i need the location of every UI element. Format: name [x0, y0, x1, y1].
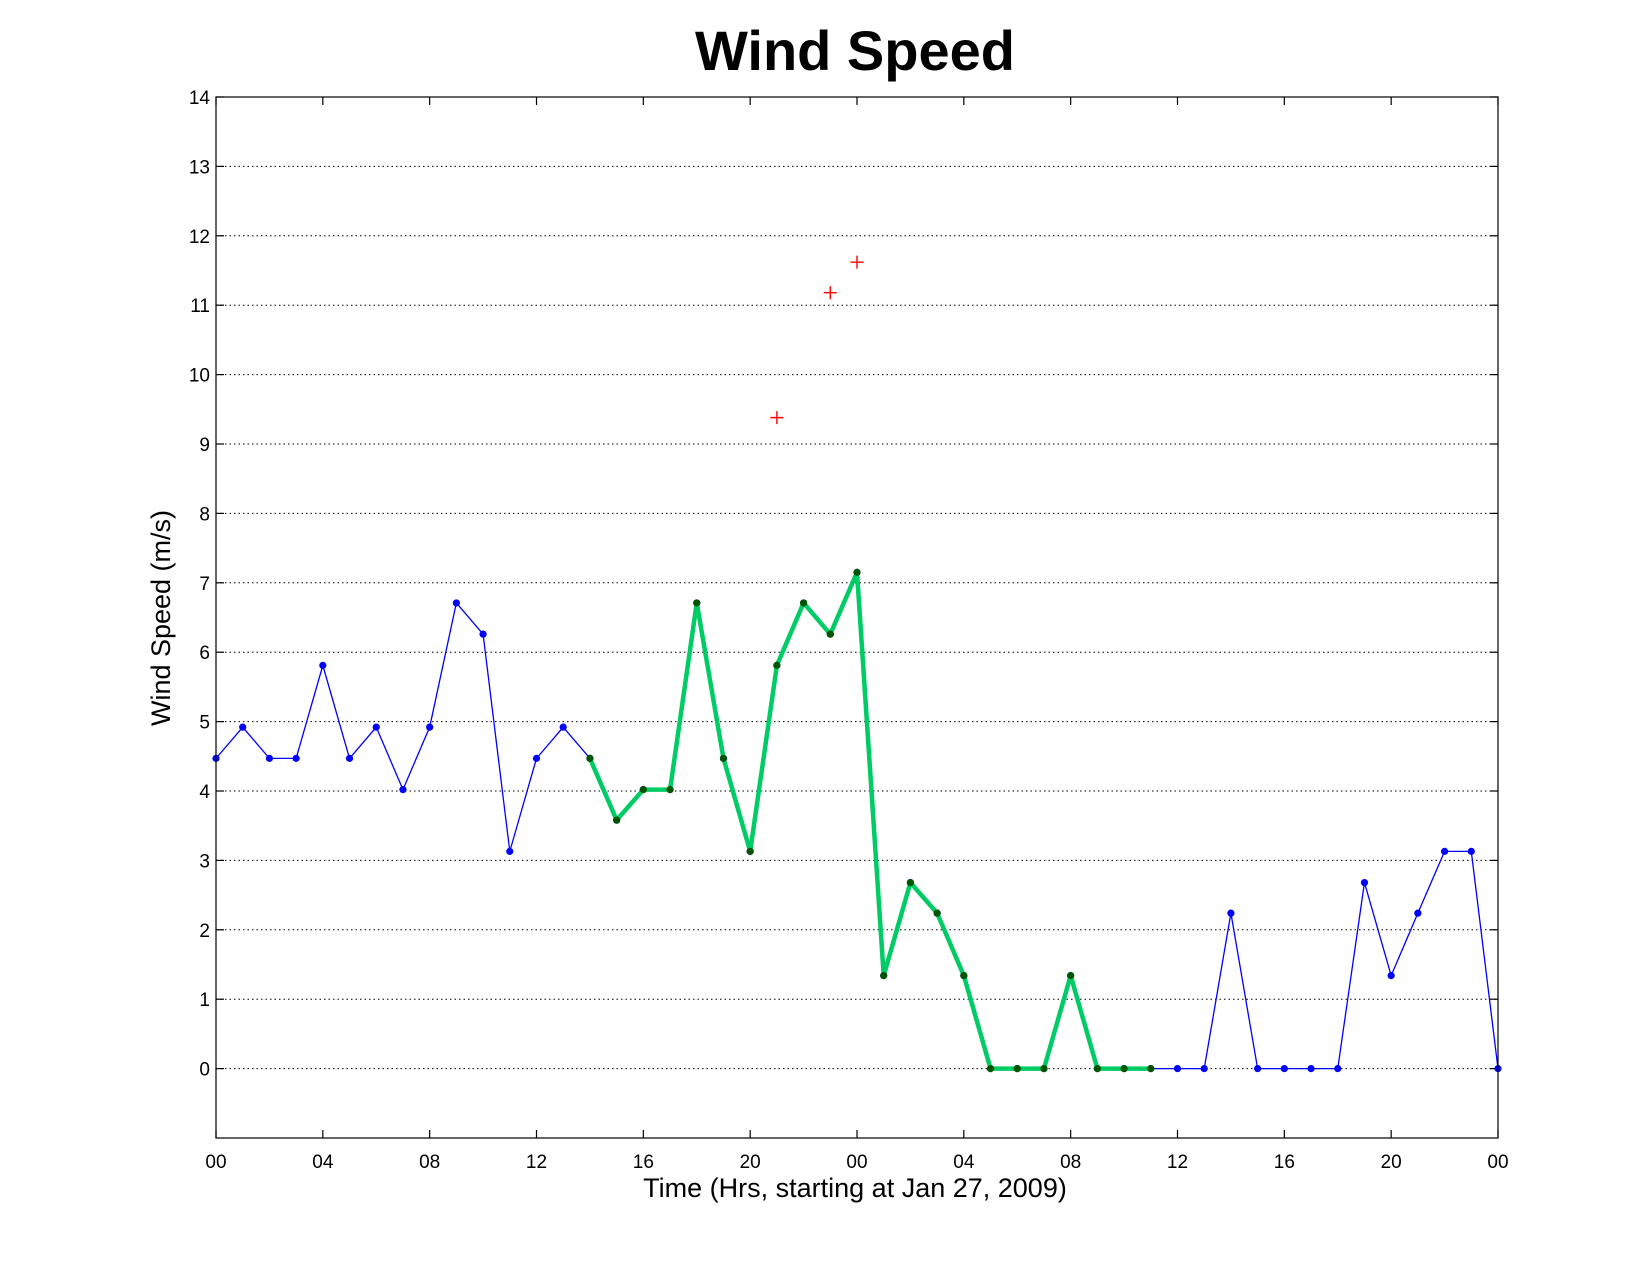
y-tick-label: 7	[199, 574, 210, 595]
series-green-point	[719, 754, 728, 762]
series-blue-point	[1307, 1065, 1315, 1073]
plot-frame	[215, 96, 1499, 1139]
series-green-point	[1013, 1065, 1021, 1073]
y-tick-label: 12	[189, 227, 210, 248]
series-blue-point	[1414, 909, 1422, 917]
series-layer	[212, 255, 1502, 1073]
series-green	[586, 568, 1155, 1073]
y-tick-label: 8	[199, 504, 210, 525]
x-tick-label: 04	[312, 1152, 334, 1173]
series-red-point	[770, 411, 784, 425]
y-tick-label: 4	[199, 782, 210, 803]
series-blue-point	[1440, 847, 1449, 855]
series-green-point	[666, 786, 674, 794]
x-axis-label: Time (Hrs, starting at Jan 27, 2009)	[643, 1173, 1067, 1203]
series-green-point	[1040, 1065, 1048, 1073]
series-blue-point	[506, 847, 514, 855]
x-tick-label: 08	[419, 1152, 440, 1173]
y-tick-label: 0	[199, 1060, 210, 1081]
y-tick-label: 14	[189, 88, 211, 109]
series-blue-point	[345, 754, 354, 762]
x-tick-label: 00	[1487, 1152, 1508, 1173]
x-tick-label: 12	[1167, 1152, 1188, 1173]
series-blue-point	[1173, 1065, 1182, 1073]
series-blue-point	[532, 754, 541, 762]
series-red-point	[823, 286, 837, 300]
series-blue-point	[1467, 847, 1475, 855]
y-tick-label: 5	[199, 713, 210, 734]
series-blue-point	[399, 786, 407, 794]
series-blue-point	[479, 630, 487, 638]
x-tick-label: 00	[846, 1152, 867, 1173]
series-green-point	[1147, 1065, 1155, 1073]
series-green-point	[960, 972, 968, 980]
series-blue-point	[319, 661, 327, 669]
gridlines	[216, 165, 1498, 1070]
series-blue-point	[1200, 1065, 1208, 1073]
series-blue	[212, 568, 1502, 1073]
series-green-point	[693, 599, 701, 607]
series-blue-point	[559, 723, 567, 731]
y-tick-label: 1	[199, 990, 210, 1011]
x-tick-label: 20	[740, 1152, 761, 1173]
series-blue-point	[292, 754, 300, 762]
series-green-point	[1093, 1065, 1101, 1073]
series-green-point	[933, 909, 941, 917]
y-tick-label: 9	[199, 435, 210, 456]
series-green-point	[906, 879, 915, 887]
series-blue-line	[215, 572, 1499, 1070]
y-tick-label: 13	[189, 157, 210, 178]
series-blue-point	[1280, 1065, 1288, 1073]
x-tick-label: 04	[953, 1152, 975, 1173]
x-tick-label: 16	[633, 1152, 654, 1173]
series-blue-point	[1254, 1065, 1262, 1073]
x-tick-label: 08	[1060, 1152, 1081, 1173]
series-green-point	[639, 786, 647, 794]
y-tick-label: 10	[189, 366, 210, 387]
series-blue-point	[452, 599, 460, 607]
series-green-point	[773, 661, 781, 669]
series-green-line	[587, 570, 1151, 1071]
series-green-point	[799, 599, 808, 607]
series-blue-point	[1227, 909, 1235, 917]
series-blue-point	[265, 754, 274, 762]
series-blue-point	[372, 723, 380, 731]
chart-title: Wind Speed	[695, 19, 1015, 82]
series-green-point	[613, 816, 621, 824]
series-green-point	[826, 630, 834, 638]
series-green-point	[880, 972, 888, 980]
y-tick-label: 3	[199, 851, 210, 872]
y-tick-label: 2	[199, 921, 210, 942]
x-tick-label: 00	[205, 1152, 226, 1173]
x-tick-label: 12	[526, 1152, 547, 1173]
x-axis-ticks: 00 04 08 12 16 20 00 04 08 12 16 20 00	[205, 97, 1509, 1173]
series-blue-point	[426, 723, 434, 731]
series-green-point	[1067, 972, 1075, 980]
x-tick-label: 20	[1381, 1152, 1402, 1173]
y-tick-label: 6	[199, 643, 210, 664]
series-green-point	[853, 568, 861, 576]
series-green-point	[746, 847, 754, 855]
series-green-point	[986, 1065, 995, 1073]
y-tick-label: 11	[190, 296, 210, 317]
series-red-point	[850, 255, 864, 269]
series-green-point	[586, 754, 594, 762]
series-blue-point	[1360, 879, 1369, 887]
series-blue-point	[1334, 1065, 1342, 1073]
x-tick-label: 16	[1274, 1152, 1295, 1173]
y-axis-label: Wind Speed (m/s)	[146, 510, 176, 726]
series-blue-point	[239, 723, 247, 731]
series-green-point	[1120, 1065, 1128, 1073]
series-red	[770, 255, 864, 425]
series-blue-point	[1387, 972, 1395, 980]
